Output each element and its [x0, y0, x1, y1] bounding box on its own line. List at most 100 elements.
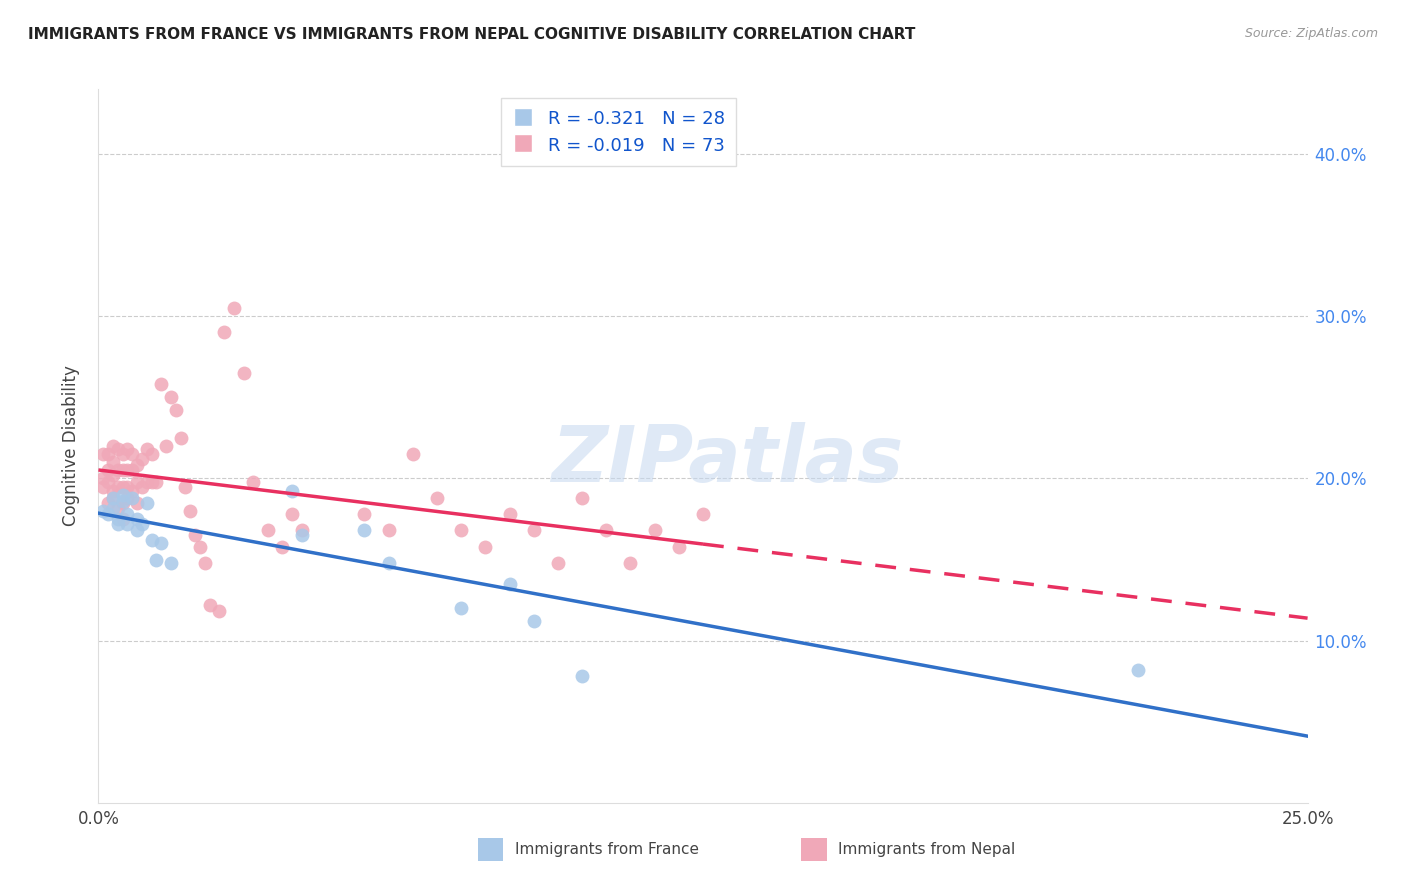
Point	[97, 496, 120, 510]
Point	[101, 500, 124, 515]
Point	[377, 556, 399, 570]
Point	[174, 479, 197, 493]
Point	[595, 524, 617, 538]
Point	[498, 577, 520, 591]
Point	[111, 463, 134, 477]
Point	[127, 496, 149, 510]
Point	[135, 442, 157, 457]
Text: IMMIGRANTS FROM FRANCE VS IMMIGRANTS FROM NEPAL COGNITIVE DISABILITY CORRELATION: IMMIGRANTS FROM FRANCE VS IMMIGRANTS FRO…	[28, 27, 915, 42]
Point	[198, 598, 221, 612]
Point	[107, 442, 129, 457]
Point	[107, 500, 129, 515]
Point	[150, 377, 173, 392]
Point	[101, 484, 124, 499]
Point	[127, 512, 149, 526]
Point	[121, 484, 143, 499]
Point	[547, 556, 569, 570]
Point	[169, 431, 191, 445]
Point	[101, 439, 124, 453]
Point	[97, 507, 120, 521]
Point	[101, 491, 124, 505]
Point	[131, 452, 153, 467]
Point	[150, 536, 173, 550]
Point	[121, 463, 143, 477]
Point	[498, 507, 520, 521]
Legend: R = -0.321   N = 28, R = -0.019   N = 73: R = -0.321 N = 28, R = -0.019 N = 73	[501, 98, 735, 166]
Point	[232, 366, 254, 380]
Point	[97, 447, 120, 461]
Text: Immigrants from France: Immigrants from France	[515, 842, 699, 857]
Point	[117, 507, 139, 521]
Point	[141, 533, 163, 547]
Point	[111, 488, 134, 502]
Point	[117, 442, 139, 457]
Point	[107, 516, 129, 531]
Point	[402, 447, 425, 461]
Text: Immigrants from Nepal: Immigrants from Nepal	[838, 842, 1015, 857]
Point	[619, 556, 641, 570]
Point	[281, 507, 304, 521]
Point	[121, 447, 143, 461]
Point	[127, 524, 149, 538]
Point	[135, 496, 157, 510]
Point	[179, 504, 201, 518]
Point	[111, 494, 134, 508]
Point	[523, 614, 546, 628]
Point	[101, 455, 124, 469]
Point	[141, 447, 163, 461]
Point	[141, 475, 163, 489]
Point	[117, 479, 139, 493]
Point	[97, 463, 120, 477]
Point	[101, 491, 124, 505]
Point	[127, 458, 149, 473]
Point	[290, 524, 312, 538]
Point	[111, 479, 134, 493]
Point	[1128, 663, 1150, 677]
Point	[111, 447, 134, 461]
Point	[426, 491, 449, 505]
Point	[160, 390, 183, 404]
Point	[121, 491, 143, 505]
Point	[165, 403, 187, 417]
Point	[290, 528, 312, 542]
Point	[474, 540, 496, 554]
Point	[91, 447, 114, 461]
Point	[571, 491, 593, 505]
Point	[571, 669, 593, 683]
Point	[184, 528, 207, 542]
Point	[692, 507, 714, 521]
Point	[523, 524, 546, 538]
Point	[256, 524, 278, 538]
Point	[107, 463, 129, 477]
Point	[194, 556, 217, 570]
Point	[101, 468, 124, 483]
Point	[222, 301, 245, 315]
Point	[91, 471, 114, 485]
Point	[111, 512, 134, 526]
Point	[155, 439, 177, 453]
Point	[668, 540, 690, 554]
Point	[117, 463, 139, 477]
Point	[271, 540, 294, 554]
Text: Source: ZipAtlas.com: Source: ZipAtlas.com	[1244, 27, 1378, 40]
Point	[107, 479, 129, 493]
Point	[353, 524, 375, 538]
Point	[107, 512, 129, 526]
Point	[242, 475, 264, 489]
Point	[91, 479, 114, 493]
Point	[281, 484, 304, 499]
Point	[131, 479, 153, 493]
Point	[353, 507, 375, 521]
Point	[644, 524, 666, 538]
Point	[135, 475, 157, 489]
Point	[145, 475, 167, 489]
Point	[131, 516, 153, 531]
Point	[160, 556, 183, 570]
Point	[377, 524, 399, 538]
Point	[212, 326, 235, 340]
Text: ZIPatlas: ZIPatlas	[551, 422, 903, 499]
Point	[117, 491, 139, 505]
Point	[97, 475, 120, 489]
Point	[91, 504, 114, 518]
Point	[111, 496, 134, 510]
